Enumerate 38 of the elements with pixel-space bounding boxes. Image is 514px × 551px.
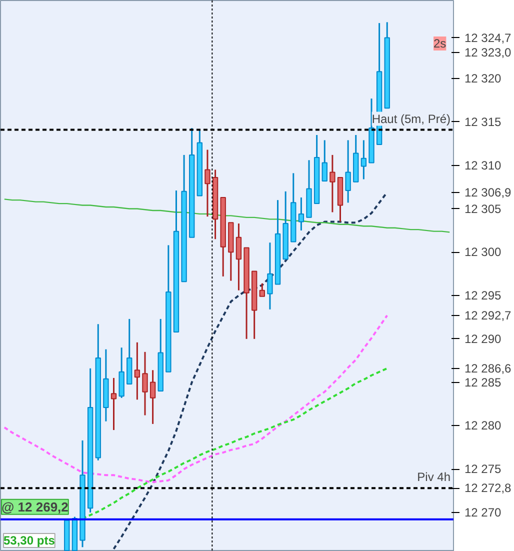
line-series: [3, 314, 388, 484]
annotation: 53,30 pts: [4, 534, 56, 548]
y-tick-label: 12 286,6: [464, 361, 512, 376]
y-tick-label: 12 320: [464, 72, 502, 86]
candlestick: [298, 196, 304, 232]
y-tick-label: 12 315: [464, 114, 502, 129]
y-tick-label: 12 310: [464, 158, 502, 172]
candlestick: [110, 377, 117, 431]
y-tick-label: 12 270: [464, 505, 502, 520]
candlestick: [134, 342, 140, 400]
line-series: [112, 191, 388, 550]
candlestick: [150, 369, 156, 425]
y-tick-label: 12 290: [464, 332, 502, 346]
candlestick: [204, 148, 210, 218]
candlestick: [142, 351, 148, 416]
y-tick-label: 12 275: [464, 462, 502, 476]
ref-line-label: Haut (5m, Pré): [372, 112, 451, 126]
y-tick-label: 12 305: [464, 202, 502, 216]
y-tick-label: 12 324,7: [464, 30, 512, 45]
y-tick-label: 12 323,0: [464, 46, 512, 60]
candlestick: [360, 139, 367, 180]
candlestick: [330, 154, 336, 213]
annotation: 2s: [434, 36, 446, 50]
y-tick-label: 12 280: [464, 418, 502, 433]
line-series: [4, 198, 450, 233]
y-tick-label: 12 272,8: [464, 481, 512, 496]
y-tick-label: 12 306,9: [464, 185, 512, 200]
ref-line-label: @ 12 269,2: [2, 499, 68, 514]
candlestick: [267, 242, 273, 310]
y-tick-label: 12 300: [464, 245, 502, 260]
y-tick-label: 12 285: [464, 375, 502, 390]
ref-line-label: Piv 4h: [417, 470, 451, 484]
candlestick: [236, 222, 242, 292]
candlestick: [322, 139, 328, 182]
candlestick: [259, 282, 265, 298]
y-tick-label: 12 295: [464, 288, 502, 303]
candlestick: [345, 139, 351, 204]
y-tick-label: 12 292,7: [464, 308, 512, 322]
